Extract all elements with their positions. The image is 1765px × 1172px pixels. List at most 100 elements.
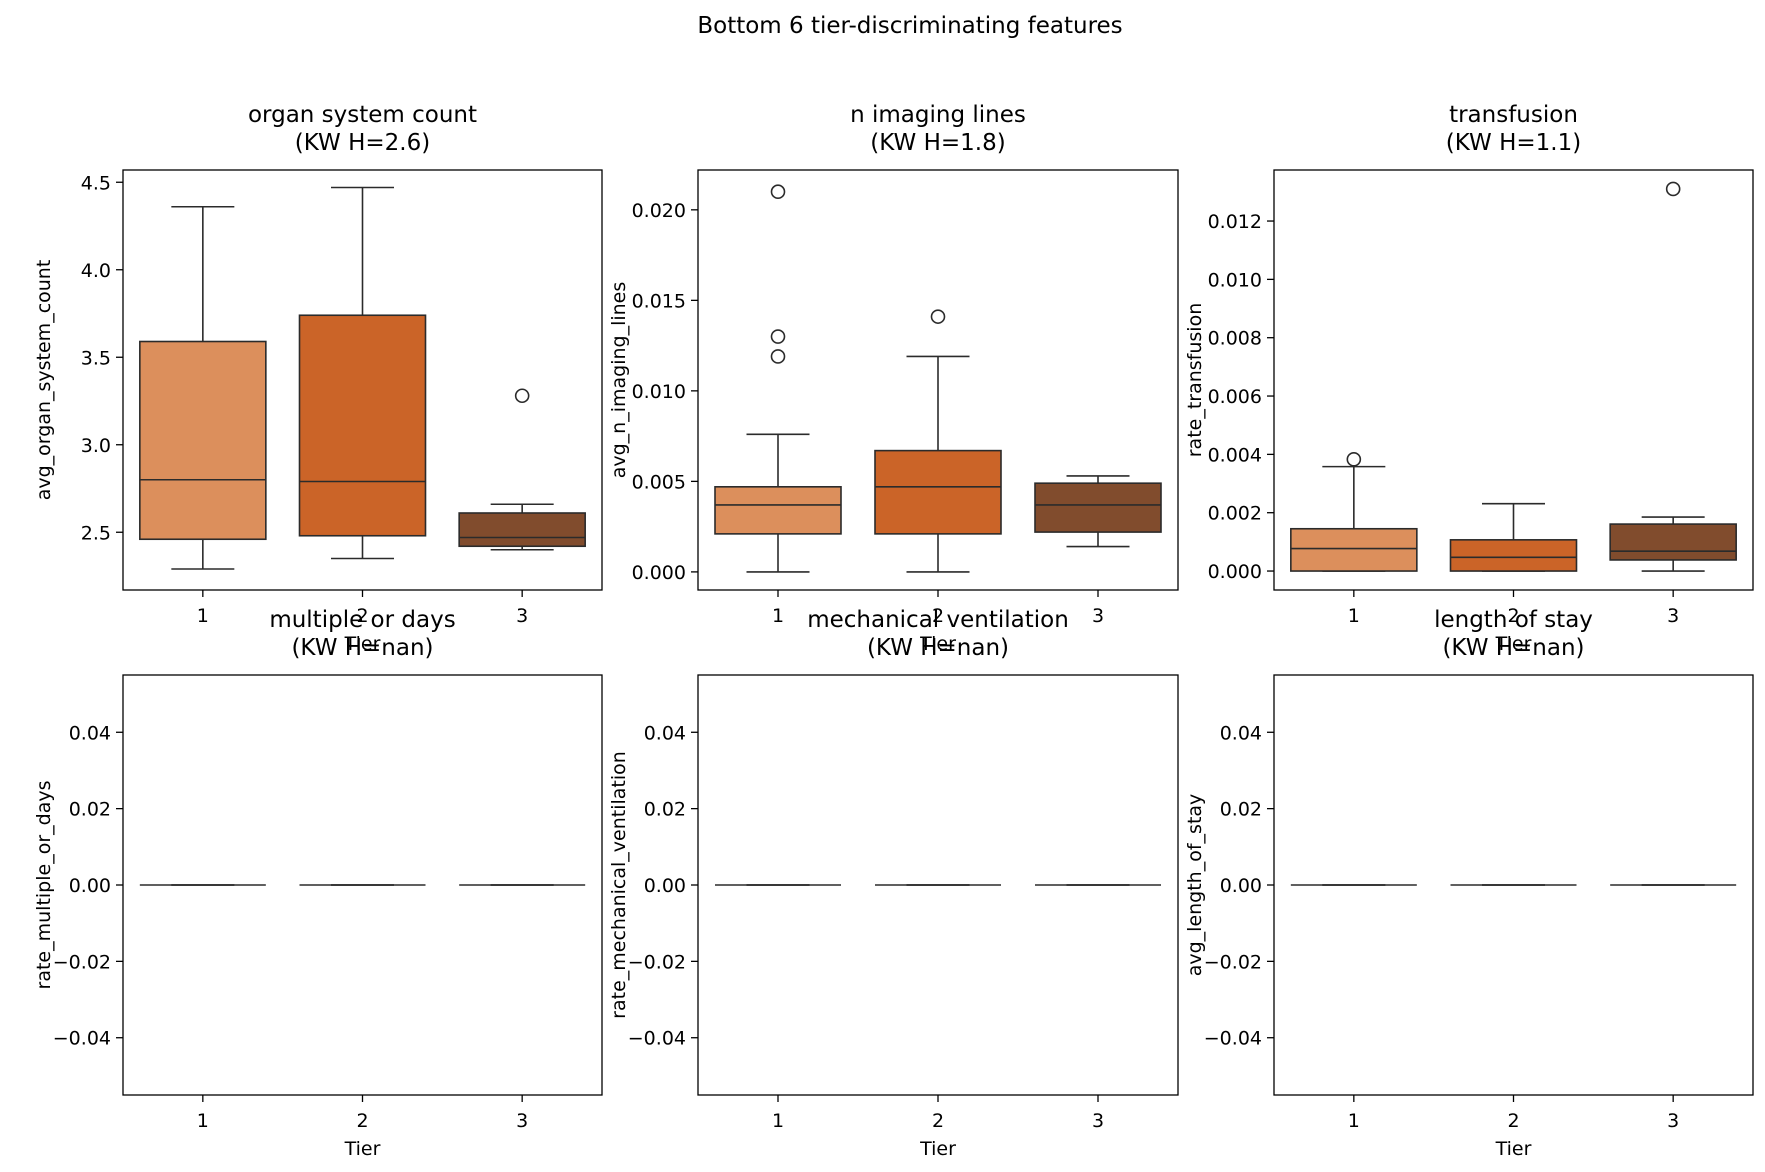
y-tick-label: 4.5 xyxy=(81,172,111,194)
y-tick-label: 0.04 xyxy=(644,722,686,744)
subplot-subtitle: (KW H=nan) xyxy=(291,635,433,661)
figure-suptitle: Bottom 6 tier-discriminating features xyxy=(697,13,1122,39)
x-tick-label: 1 xyxy=(772,605,784,627)
y-tick-label: 0.005 xyxy=(632,471,686,493)
axes-frame xyxy=(697,169,1179,591)
y-tick-label: −0.04 xyxy=(628,1028,686,1050)
x-tick-label: 3 xyxy=(1092,605,1104,627)
y-tick-label: 0.002 xyxy=(1208,503,1262,525)
outlier-point xyxy=(770,329,786,344)
subplot-subtitle: (KW H=1.1) xyxy=(1446,130,1581,156)
y-tick-label: 0.004 xyxy=(1208,444,1262,466)
subplot-title: length of stay xyxy=(1434,607,1593,633)
y-tick-label: 0.012 xyxy=(1208,211,1262,233)
y-axis-label: avg_length_of_stay xyxy=(1184,794,1206,977)
box-tier-2 xyxy=(1449,502,1578,572)
y-tick-label: 3.0 xyxy=(81,435,111,457)
x-tick-label: 2 xyxy=(356,1110,368,1132)
y-tick-label: 0.00 xyxy=(644,875,686,897)
x-tick-label: 3 xyxy=(1667,605,1679,627)
x-axis-label: Tier xyxy=(1495,633,1532,655)
x-axis-label: Tier xyxy=(919,1138,956,1160)
subplot-subtitle: (KW H=nan) xyxy=(867,635,1009,661)
subplot-4: multiple or days(KW H=nan) −0.04 −0.02 0.00… xyxy=(33,607,603,1160)
x-axis-label: Tier xyxy=(919,633,956,655)
box-iqr xyxy=(1290,527,1418,572)
subplot-title: mechanical ventilation xyxy=(807,607,1069,633)
y-tick-label: −0.04 xyxy=(1204,1028,1262,1050)
subplot-1: organ system count(KW H=2.6) 2.5 3.0 3.5 4.0… xyxy=(33,102,603,655)
subplot-3: transfusion(KW H=1.1) 0.000 0.002 0.004 0.00… xyxy=(1184,102,1754,655)
subplot-title: transfusion xyxy=(1449,102,1578,128)
outlier-point xyxy=(1665,181,1681,197)
x-tick-label: 1 xyxy=(772,1110,784,1132)
y-tick-label: 0.00 xyxy=(69,875,111,897)
x-axis-label: Tier xyxy=(344,633,381,655)
box-tier-1 xyxy=(714,184,842,573)
box-iqr xyxy=(1034,482,1162,533)
subplot-title: organ system count xyxy=(248,102,477,128)
y-tick-label: 0.00 xyxy=(1220,875,1262,897)
outlier-point xyxy=(930,309,946,324)
y-tick-label: −0.02 xyxy=(628,951,686,973)
y-tick-label: 3.5 xyxy=(81,347,111,369)
axes-frame xyxy=(1273,169,1754,591)
y-tick-label: 0.000 xyxy=(1208,561,1262,583)
x-tick-label: 2 xyxy=(356,605,368,627)
box-iqr xyxy=(139,340,267,541)
x-tick-label: 3 xyxy=(1667,1110,1679,1132)
box-iqr xyxy=(298,314,427,537)
y-axis-label: rate_mechanical_ventilation xyxy=(608,751,630,1019)
box-iqr xyxy=(874,449,1002,535)
axes-frame xyxy=(1273,674,1754,1096)
box-tier-1 xyxy=(1290,452,1418,572)
x-tick-label: 2 xyxy=(1507,1110,1519,1132)
y-tick-label: 0.008 xyxy=(1208,328,1262,350)
outlier-point xyxy=(514,388,530,404)
y-tick-label: 2.5 xyxy=(81,522,111,544)
y-tick-label: 0.02 xyxy=(69,799,111,821)
x-tick-label: 2 xyxy=(932,605,944,627)
y-tick-label: −0.02 xyxy=(53,951,111,973)
box-tier-3 xyxy=(1609,181,1737,572)
x-tick-label: 1 xyxy=(197,1110,209,1132)
y-tick-label: 4.0 xyxy=(81,260,111,282)
box-tier-3 xyxy=(1034,475,1162,548)
y-tick-label: 0.015 xyxy=(632,290,686,312)
panels: organ system count(KW H=2.6) 2.5 3.0 3.5 4.0… xyxy=(33,102,1754,1160)
x-tick-label: 2 xyxy=(932,1110,944,1132)
y-tick-label: 0.006 xyxy=(1208,386,1262,408)
y-axis-label: avg_n_imaging_lines xyxy=(608,282,630,479)
box-tier-2 xyxy=(298,186,427,560)
y-tick-label: 0.04 xyxy=(1220,722,1262,744)
subplot-subtitle: (KW H=2.6) xyxy=(295,130,430,156)
x-tick-label: 3 xyxy=(516,1110,528,1132)
axes-frame xyxy=(697,674,1179,1096)
y-axis-label: avg_organ_system_count xyxy=(33,260,55,501)
box-tier-1 xyxy=(139,205,267,570)
outlier-point xyxy=(1346,452,1362,467)
y-axis-label: rate_transfusion xyxy=(1184,303,1206,458)
y-tick-label: 0.02 xyxy=(1220,799,1262,821)
x-tick-label: 1 xyxy=(1348,1110,1360,1132)
box-tier-2 xyxy=(874,309,1002,573)
box-iqr xyxy=(1449,539,1578,572)
box-iqr xyxy=(458,512,586,548)
x-tick-label: 3 xyxy=(516,605,528,627)
y-tick-label: −0.04 xyxy=(53,1028,111,1050)
x-tick-label: 3 xyxy=(1092,1110,1104,1132)
y-tick-label: −0.02 xyxy=(1204,951,1262,973)
subplot-title: n imaging lines xyxy=(850,102,1026,128)
subplot-subtitle: (KW H=nan) xyxy=(1442,635,1584,661)
subplot-subtitle: (KW H=1.8) xyxy=(870,130,1005,156)
subplot-6: length of stay(KW H=nan) −0.04 −0.02 0.00 0.… xyxy=(1184,607,1754,1160)
axes-frame xyxy=(122,169,603,591)
y-tick-label: 0.04 xyxy=(69,722,111,744)
x-tick-label: 1 xyxy=(1348,605,1360,627)
axes-frame xyxy=(122,674,603,1096)
y-tick-label: 0.020 xyxy=(632,200,686,222)
y-tick-label: 0.02 xyxy=(644,799,686,821)
subplot-2: n imaging lines(KW H=1.8) 0.000 0.005 0.010… xyxy=(608,102,1179,655)
